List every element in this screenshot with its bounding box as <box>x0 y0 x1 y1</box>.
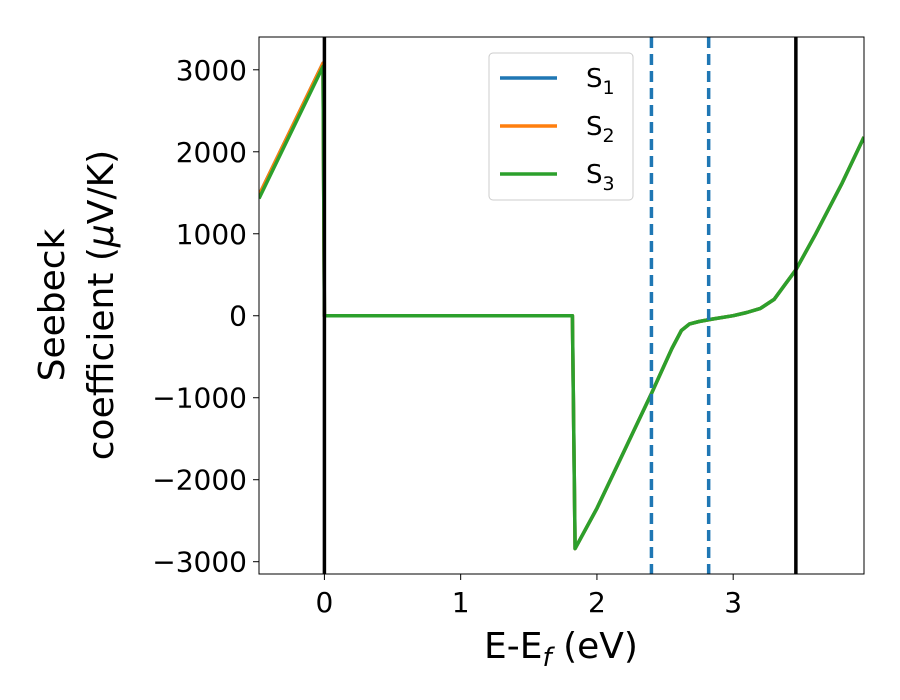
plot-frame <box>258 36 865 575</box>
y-tick-label: 2000 <box>176 136 247 169</box>
series-line-s3 <box>259 64 864 551</box>
y-axis-label-line2: coefficient (μV/K) <box>81 150 122 460</box>
y-axis-label: Seebeck coefficient (μV/K) <box>32 150 122 460</box>
legend-label-s1: S1 <box>586 64 615 99</box>
plot-area <box>258 36 865 575</box>
legend-label-s2: S2 <box>586 112 615 147</box>
y-axis: 3000 2000 1000 0 −1000 −2000 −3000 <box>152 54 259 579</box>
y-tick-label: −2000 <box>152 464 247 497</box>
x-tick-label: 3 <box>724 586 742 619</box>
x-axis: 0 1 2 3 <box>315 574 742 619</box>
y-tick-label: 0 <box>229 300 247 333</box>
y-tick-label: −1000 <box>152 382 247 415</box>
y-tick-label: 1000 <box>176 218 247 251</box>
legend: S1 S2 S3 <box>488 52 634 201</box>
y-axis-label-line1: Seebeck <box>32 228 73 381</box>
legend-box <box>488 52 634 201</box>
legend-label-s3: S3 <box>586 160 615 195</box>
x-axis-label: E-Ef (eV) <box>484 626 638 673</box>
x-tick-label: 0 <box>315 586 333 619</box>
x-tick-label: 1 <box>452 586 470 619</box>
y-tick-label: −3000 <box>152 546 247 579</box>
x-tick-label: 2 <box>588 586 606 619</box>
y-tick-label: 3000 <box>176 54 247 87</box>
